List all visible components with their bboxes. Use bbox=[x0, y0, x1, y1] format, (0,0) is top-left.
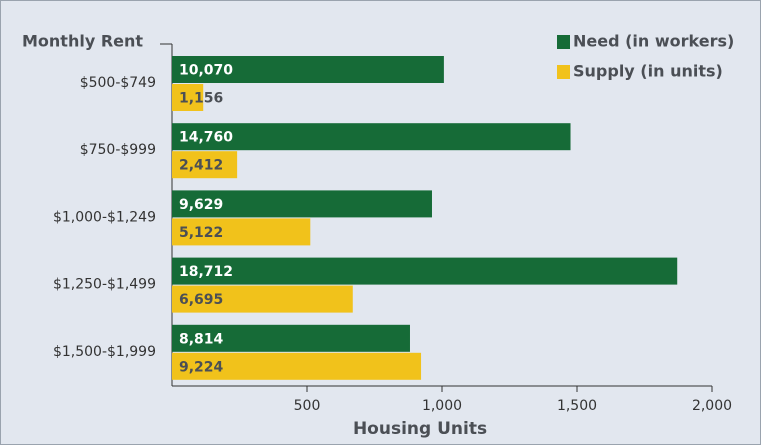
data-label: 6,695 bbox=[179, 292, 223, 308]
y-tick-label: $1,500-$1,999 bbox=[53, 344, 156, 360]
bar bbox=[172, 123, 571, 151]
bar bbox=[172, 352, 422, 380]
x-tick-label: 1,500 bbox=[557, 398, 597, 414]
legend-label: Need (in workers) bbox=[573, 32, 734, 51]
bar bbox=[172, 190, 432, 218]
y-axis-title: Monthly Rent bbox=[22, 32, 143, 51]
x-axis-title: Housing Units bbox=[353, 419, 487, 439]
y-tick-label: $1,000-$1,249 bbox=[53, 209, 156, 225]
data-label: 5,122 bbox=[179, 225, 223, 241]
data-label: 2,412 bbox=[179, 158, 223, 174]
y-tick-label: $750-$999 bbox=[80, 142, 156, 158]
legend-label: Supply (in units) bbox=[573, 62, 723, 81]
data-label: 1,156 bbox=[179, 91, 223, 107]
legend-swatch bbox=[557, 35, 570, 49]
data-label: 18,712 bbox=[179, 264, 233, 280]
bar bbox=[172, 218, 311, 246]
y-tick-label: $500-$749 bbox=[80, 75, 156, 91]
data-label: 14,760 bbox=[179, 130, 233, 146]
y-tick-label: $1,250-$1,499 bbox=[53, 277, 156, 293]
bar bbox=[172, 151, 238, 179]
data-label: 8,814 bbox=[179, 331, 224, 347]
x-tick-label: 1,000 bbox=[422, 398, 462, 414]
bar bbox=[172, 56, 444, 83]
x-tick-label: 500 bbox=[294, 398, 321, 414]
legend-swatch bbox=[557, 65, 570, 79]
data-label: 10,070 bbox=[179, 63, 233, 79]
bar bbox=[172, 324, 410, 352]
bar bbox=[172, 84, 204, 111]
x-tick-label: 2,000 bbox=[692, 398, 732, 414]
bar bbox=[172, 285, 353, 313]
data-label: 9,224 bbox=[179, 359, 224, 375]
data-label: 9,629 bbox=[179, 197, 223, 213]
bar bbox=[172, 257, 678, 285]
